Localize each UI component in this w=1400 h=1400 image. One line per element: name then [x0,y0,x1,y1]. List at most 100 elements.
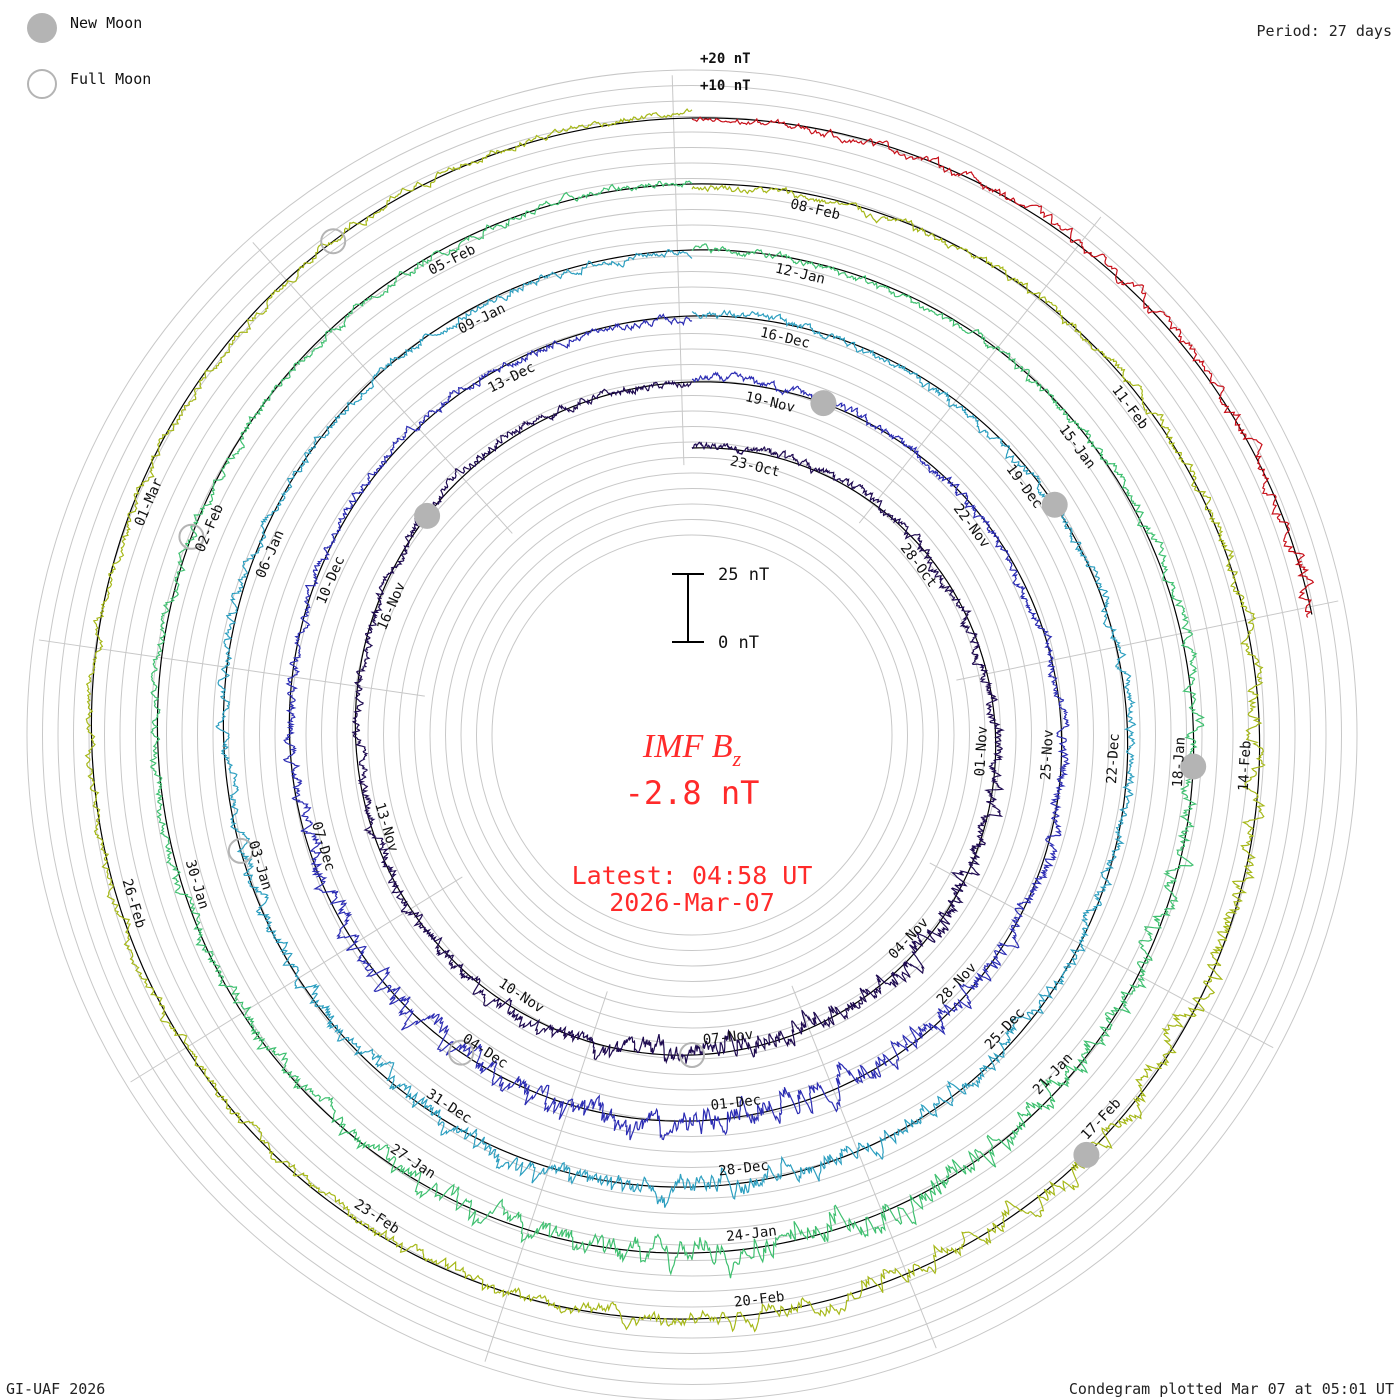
quantity-name: IMF B [642,728,733,765]
scale-bar-top-label: 25 nT [718,565,769,585]
bz-series-traces [84,108,1315,1333]
grid-ring [26,69,1358,1400]
date-label: 15-Jan [1055,422,1098,472]
baseline-rotation-5 [90,117,1261,1320]
date-label: 18-Jan [1170,737,1189,788]
date-label: 05-Feb [426,242,478,279]
grid-ring [352,395,1032,1075]
date-label: 22-Dec [1104,733,1123,784]
grid-ring [414,457,970,1013]
new-moon-marker [414,502,441,529]
day-spoke [956,600,1339,681]
grid-ring [367,410,1017,1060]
full-moon-marker [320,228,347,255]
full-moon-marker [679,1042,705,1068]
grid-ring [460,503,924,967]
date-label: 14-Feb [1236,740,1255,791]
full-moon-marker [227,837,254,864]
ref-label-10: +10 nT [700,78,751,94]
grid-ring [476,519,908,951]
grid-ring [321,364,1063,1106]
grid-ring [398,441,986,1029]
date-label: 13-Nov [371,801,401,854]
day-spoke [38,639,425,697]
credit-label: GI-UAF 2026 [6,1380,106,1398]
bz-trace-rotation-4 [149,180,1205,1279]
grid-ring [336,379,1048,1091]
zero-baselines [90,117,1313,1320]
day-spoke [252,242,513,534]
ref-label-20: +20 nT [700,51,751,67]
day-spoke [671,75,685,466]
date-label: 28-Nov [934,960,980,1008]
plotted-label: Condegram plotted Mar 07 at 05:01 UT [1068,1380,1394,1398]
bz-trace-rotation-5 [84,108,1266,1333]
new-moon-marker [1041,491,1068,518]
moon-phase-markers [178,228,1207,1168]
legend: New Moon Full Moon [27,13,151,99]
grid-ring [119,162,1265,1308]
bz-trace-rotation-1 [351,380,1005,1065]
new-moon-marker [1073,1141,1100,1168]
date-label: 02-Feb [192,502,227,555]
grid-ring [150,193,1234,1277]
latest-date: 2026-Mar-07 [609,888,775,917]
date-label: 13-Dec [485,359,537,396]
grid-ring [42,85,1342,1385]
grid-ring [57,100,1327,1370]
date-label: 09-Jan [456,300,508,337]
grid-ring [73,116,1311,1354]
grid-ring [212,255,1172,1215]
grid-ring [274,317,1110,1153]
grid-ring [243,286,1141,1184]
bz-trace-rotation-6 [691,116,1315,618]
date-label: 07-Nov [702,1027,754,1049]
quantity-label: IMF Bz [642,728,742,771]
date-label: 20-Feb [733,1289,785,1311]
grid-ring [135,178,1249,1292]
new-moon-legend-icon [27,13,57,43]
new-moon-marker [810,390,837,417]
date-label: 11-Feb [1108,382,1151,432]
date-label: 23-Feb [351,1196,402,1237]
grid-ring [259,302,1125,1168]
date-label: 01-Dec [710,1092,762,1114]
date-label: 21-Jan [1030,1050,1076,1098]
date-label: 22-Nov [950,501,993,551]
date-label: 17-Feb [1078,1095,1124,1143]
grid-ring [491,534,893,936]
date-label: 04-Dec [459,1031,510,1072]
grid-ring [166,209,1218,1261]
grid-ring [88,131,1296,1339]
grid-ring [429,472,955,998]
date-label: 03-Jan [245,839,275,892]
grid-ring [104,147,1280,1323]
scale-bar: 25 nT 0 nT [672,565,769,653]
date-label: 25-Dec [982,1005,1028,1053]
quantity-subscript: z [732,746,742,771]
baseline-rotation-4 [156,183,1195,1254]
full-moon-marker [178,523,205,550]
bz-trace-rotation-2 [282,313,1071,1141]
date-label: 28-Dec [718,1158,770,1180]
date-label: 04-Nov [886,915,932,963]
day-spoke [791,985,937,1349]
new-moon-legend-label: New Moon [70,14,142,32]
current-value: -2.8 nT [625,774,760,812]
grid-ring [181,224,1203,1246]
date-label: 01-Nov [972,726,991,777]
latest-time: Latest: 04:58 UT [572,861,813,890]
date-label: 24-Jan [725,1223,777,1245]
scale-bar-bottom-label: 0 nT [718,633,759,653]
grid-ring [290,333,1094,1137]
date-label: 26-Feb [119,877,149,930]
bz-trace-rotation-3 [215,249,1137,1208]
grid-ring [445,488,939,982]
day-spoke [929,862,1274,1049]
date-label: 25-Nov [1038,729,1057,780]
date-label: 30-Jan [182,858,212,911]
day-spoke [858,216,1102,524]
full-moon-legend-icon [27,69,57,99]
day-spoke [484,991,608,1362]
